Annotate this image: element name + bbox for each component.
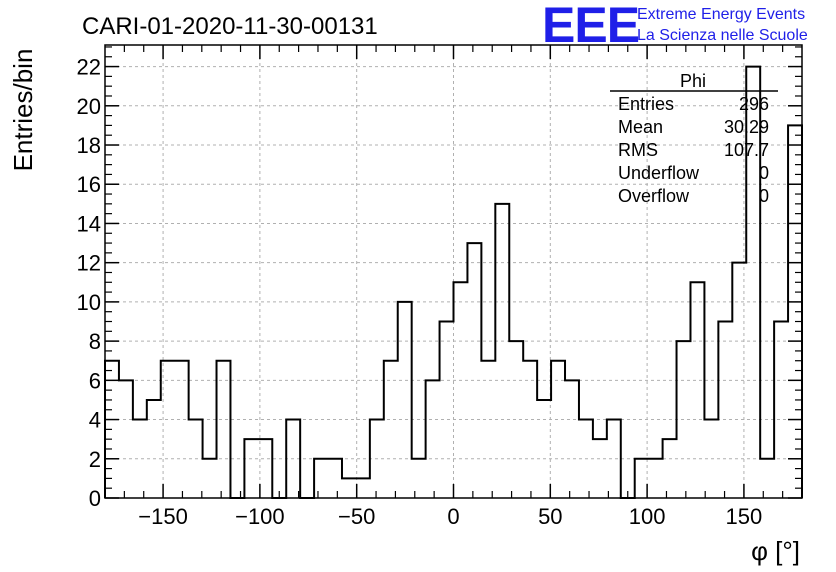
- histogram-bin: [426, 380, 440, 498]
- histogram-bin: [175, 361, 189, 498]
- axis-ticks: [105, 45, 802, 499]
- histogram-bin: [133, 420, 147, 498]
- histogram-bin: [440, 322, 454, 498]
- y-axis-label: Entries/bin: [8, 49, 38, 172]
- y-tick-label-10: 20: [77, 94, 101, 119]
- y-tick-label-9: 18: [77, 133, 101, 158]
- stats-value-mean: 30.29: [724, 117, 769, 137]
- stats-value-overflow: 0: [759, 186, 769, 206]
- chart-title: CARI-01-2020-11-30-00131: [82, 13, 378, 40]
- y-tick-label-1: 2: [89, 447, 101, 472]
- x-tick-label-1: −100: [235, 504, 285, 529]
- histogram-bin: [412, 459, 426, 498]
- histogram-bin: [370, 420, 384, 498]
- histogram-outline: [104, 65, 803, 499]
- histogram-bin: [356, 478, 370, 498]
- y-tick-label-0: 0: [89, 486, 101, 511]
- x-tick-label-0: −150: [138, 504, 188, 529]
- histogram-bin: [328, 459, 342, 498]
- histogram-bin: [509, 341, 523, 498]
- y-tick-label-4: 8: [89, 329, 101, 354]
- stats-value-rms: 107.7: [724, 140, 769, 160]
- logo-line-2: La Scienza nelle Scuole: [637, 27, 808, 44]
- y-tick-label-8: 16: [77, 172, 101, 197]
- histogram-bin: [649, 459, 663, 498]
- histogram-bin: [593, 439, 607, 498]
- histogram-bin: [565, 380, 579, 498]
- y-tick-label-3: 6: [89, 368, 101, 393]
- y-tick-label-11: 22: [77, 55, 101, 80]
- histogram-bin: [774, 322, 788, 498]
- stats-box: Phi Entries 296 Mean 30.29 RMS 107.7 Und…: [610, 71, 778, 206]
- histogram-bin: [551, 361, 565, 498]
- y-tick-labels: 0 2 4 6 8 10 12 14 16 18 20 22: [77, 55, 101, 511]
- x-axis-label: φ [°]: [751, 536, 800, 566]
- histogram-bin: [244, 439, 258, 498]
- logo-line-1: Extreme Energy Events: [637, 6, 805, 23]
- histogram-bin: [454, 282, 468, 498]
- logo-mark: EEE: [542, 0, 639, 53]
- histogram-bin: [704, 420, 718, 498]
- histogram-bin: [663, 439, 677, 498]
- x-tick-label-6: 150: [726, 504, 763, 529]
- stats-label-underflow: Underflow: [618, 163, 700, 183]
- grid: [105, 45, 802, 498]
- histogram-bin: [398, 302, 412, 498]
- histogram-bin: [495, 204, 509, 498]
- histogram-bin: [481, 361, 495, 498]
- stats-label-mean: Mean: [618, 117, 663, 137]
- histogram-bin: [607, 420, 621, 498]
- histogram-bin: [384, 361, 398, 498]
- histogram-bin: [217, 361, 231, 498]
- y-tick-label-7: 14: [77, 211, 101, 236]
- histogram-bin: [161, 361, 175, 498]
- histogram-bin: [203, 459, 217, 498]
- histogram-bin: [677, 341, 691, 498]
- eee-logo: EEE Extreme Energy Events La Scienza nel…: [542, 0, 808, 53]
- histogram-bin: [147, 400, 161, 498]
- histogram-bin: [467, 243, 481, 498]
- stats-label-overflow: Overflow: [618, 186, 690, 206]
- histogram-bin: [119, 380, 133, 498]
- x-tick-label-5: 100: [629, 504, 666, 529]
- stats-title: Phi: [680, 71, 706, 91]
- histogram-bin: [690, 282, 704, 498]
- histogram-bin: [342, 478, 356, 498]
- x-tick-label-3: 0: [447, 504, 459, 529]
- stats-value-entries: 296: [739, 94, 769, 114]
- histogram-bin: [314, 459, 328, 498]
- stats-value-underflow: 0: [759, 163, 769, 183]
- histogram-bin: [537, 400, 551, 498]
- histogram-bin: [189, 420, 203, 498]
- x-tick-labels: −150 −100 −50 0 50 100 150: [138, 504, 762, 529]
- stats-label-rms: RMS: [618, 140, 658, 160]
- histogram-bin: [732, 263, 746, 498]
- histogram-bin: [718, 322, 732, 498]
- y-tick-label-6: 12: [77, 251, 101, 276]
- y-tick-label-5: 10: [77, 290, 101, 315]
- stats-label-entries: Entries: [618, 94, 674, 114]
- histogram-bin: [523, 361, 537, 498]
- y-tick-label-2: 4: [89, 408, 101, 433]
- x-tick-label-2: −50: [338, 504, 375, 529]
- histogram-bin: [286, 420, 300, 498]
- histogram-bin: [760, 459, 774, 498]
- x-tick-label-4: 50: [538, 504, 562, 529]
- histogram-bin: [579, 420, 593, 498]
